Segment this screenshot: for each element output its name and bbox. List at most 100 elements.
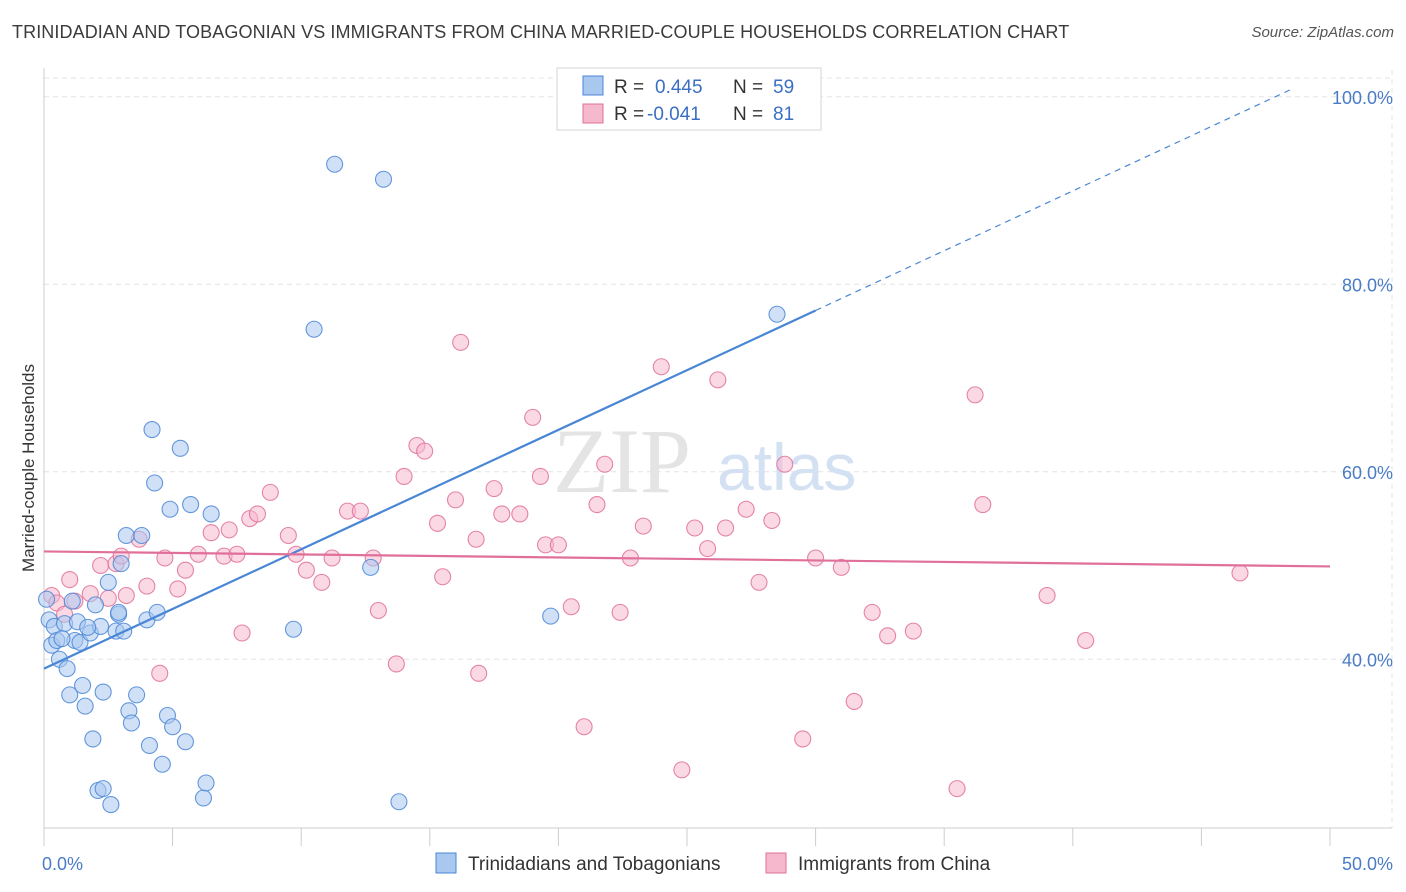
data-point (750, 573, 768, 591)
legend-n-label-1: N = (733, 77, 763, 98)
data-point (140, 736, 159, 755)
data-point (84, 730, 102, 748)
legend-r-value-2: -0.041 (647, 104, 701, 125)
trend-line-blue (43, 309, 817, 670)
data-point (904, 622, 922, 640)
legend-n-label-2: N = (733, 104, 763, 125)
data-point (261, 483, 279, 501)
data-point (395, 467, 413, 485)
data-point (94, 780, 112, 798)
data-point (763, 511, 781, 530)
data-point (99, 573, 117, 591)
data-point (434, 568, 452, 586)
data-point (197, 774, 215, 792)
data-point (151, 664, 169, 682)
bottom-legend-label-1: Trinidadians and Tobagonians (468, 854, 720, 875)
data-point (182, 496, 200, 514)
data-point (94, 683, 112, 701)
chart-title: TRINIDADIAN AND TOBAGONIAN VS IMMIGRANTS… (12, 22, 1070, 42)
y-tick-labels: 40.0% 60.0% 80.0% 100.0% (1332, 88, 1393, 671)
data-point (233, 624, 251, 642)
data-point (133, 526, 151, 545)
data-point (248, 505, 267, 523)
data-point (542, 607, 560, 625)
y-tick-label: 60.0% (1342, 463, 1393, 483)
watermark-zip: ZIP (553, 410, 691, 512)
data-point (110, 603, 128, 621)
legend-n-value-2: 81 (773, 104, 794, 125)
data-point (61, 686, 79, 704)
data-point (531, 467, 549, 485)
data-point (549, 536, 567, 554)
data-point (845, 692, 863, 710)
x-tick-labels: 0.0% 50.0% (42, 854, 1393, 874)
data-point (634, 517, 652, 535)
data-point (776, 455, 794, 473)
data-point (202, 505, 220, 523)
data-point (58, 660, 76, 678)
legend-swatch-pink (582, 103, 604, 124)
data-point (652, 358, 670, 376)
data-point (575, 718, 593, 736)
data-point (117, 586, 135, 605)
data-point (768, 305, 786, 323)
data-point (428, 514, 447, 532)
bottom-legend-swatch-blue (435, 852, 457, 874)
data-point (863, 603, 881, 621)
data-point (974, 496, 992, 514)
data-point (737, 500, 755, 518)
data-point (611, 603, 629, 621)
data-point (323, 549, 341, 567)
data-point (153, 755, 171, 773)
legend-r-label-2: R = (614, 104, 644, 125)
bottom-legend-swatch-pink (765, 852, 787, 874)
data-point (194, 789, 213, 807)
data-point (112, 555, 130, 573)
stats-legend: R = 0.445 N = 59 R = -0.041 N = 81 (556, 67, 822, 131)
data-point (279, 526, 297, 545)
data-point (156, 549, 174, 567)
data-point (369, 601, 387, 620)
data-point (146, 474, 164, 492)
data-point (102, 796, 120, 814)
data-point (807, 549, 825, 567)
gridlines (44, 70, 1393, 828)
data-point (63, 592, 81, 610)
data-point (74, 676, 92, 695)
series-legend: Trinidadians and Tobagonians Immigrants … (435, 852, 991, 875)
legend-r-label-1: R = (614, 77, 644, 98)
legend-r-value-1: 0.445 (655, 77, 703, 98)
data-point (387, 655, 405, 673)
data-point (470, 664, 488, 682)
data-point (202, 524, 220, 542)
data-point (176, 561, 195, 579)
data-point (220, 521, 238, 539)
legend-swatch-blue (582, 75, 604, 96)
axes (43, 68, 1392, 846)
data-point (79, 618, 97, 636)
data-point (966, 386, 984, 404)
y-tick-label: 40.0% (1342, 650, 1393, 670)
data-point (699, 540, 717, 558)
data-point (176, 733, 195, 751)
data-point (164, 718, 182, 736)
trend-lines (43, 88, 1331, 670)
data-point (879, 627, 897, 645)
data-point (61, 571, 79, 589)
data-point (305, 320, 323, 338)
data-point (596, 455, 614, 473)
data-point (452, 333, 470, 351)
data-point (86, 596, 104, 614)
data-point (171, 439, 189, 457)
data-point (717, 519, 735, 537)
data-point (686, 519, 704, 537)
data-point (117, 526, 135, 545)
data-point (76, 697, 94, 715)
data-point (948, 780, 966, 798)
x-tick-label: 0.0% (42, 854, 83, 874)
data-point (832, 558, 850, 576)
series-immigrants-china (43, 333, 1249, 798)
data-point (390, 793, 408, 811)
data-point (297, 561, 315, 579)
data-point (284, 620, 303, 638)
